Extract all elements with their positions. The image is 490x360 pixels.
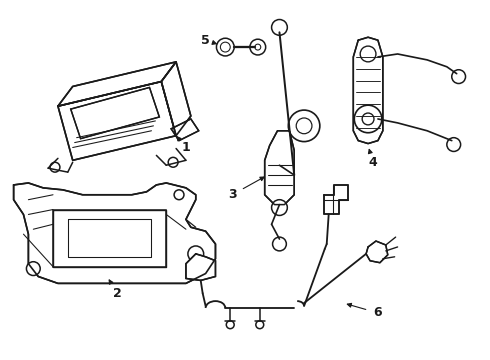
Polygon shape (58, 62, 176, 106)
Polygon shape (265, 131, 294, 204)
Circle shape (217, 38, 234, 56)
Circle shape (296, 118, 312, 134)
Circle shape (250, 39, 266, 55)
Polygon shape (14, 183, 216, 283)
Polygon shape (161, 62, 191, 136)
Circle shape (220, 42, 230, 52)
Circle shape (255, 44, 261, 50)
Text: 2: 2 (113, 287, 122, 300)
Circle shape (188, 246, 204, 262)
Text: 6: 6 (373, 306, 382, 319)
Circle shape (271, 200, 287, 215)
Circle shape (271, 19, 287, 35)
Polygon shape (324, 185, 348, 215)
Circle shape (362, 113, 374, 125)
Circle shape (354, 105, 382, 133)
Circle shape (226, 321, 234, 329)
Circle shape (168, 157, 178, 167)
Circle shape (174, 190, 184, 200)
Polygon shape (58, 82, 176, 160)
Text: 3: 3 (228, 188, 237, 201)
Circle shape (452, 70, 466, 84)
Circle shape (50, 162, 60, 172)
Circle shape (360, 46, 376, 62)
Circle shape (288, 110, 320, 141)
Text: 4: 4 (368, 156, 377, 169)
Circle shape (447, 138, 461, 152)
Polygon shape (186, 254, 216, 280)
Circle shape (26, 262, 40, 275)
Polygon shape (366, 241, 388, 263)
Polygon shape (171, 119, 199, 141)
Circle shape (272, 237, 286, 251)
Polygon shape (71, 87, 159, 139)
Polygon shape (353, 37, 383, 144)
Text: 5: 5 (201, 34, 210, 47)
Circle shape (256, 321, 264, 329)
Polygon shape (53, 210, 166, 267)
Text: 1: 1 (182, 141, 190, 154)
